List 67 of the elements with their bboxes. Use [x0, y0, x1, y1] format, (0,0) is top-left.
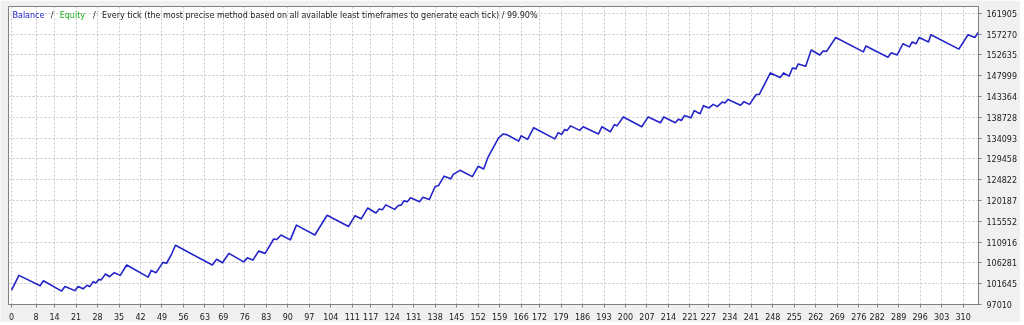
y-tick-label: 147999 — [986, 72, 1018, 82]
x-tick-label: 207 — [639, 312, 655, 322]
x-tick-label: 49 — [156, 312, 168, 322]
x-tick-label: 282 — [869, 312, 885, 322]
y-tick-label: 115552 — [986, 217, 1018, 227]
x-tick-label: 8 — [33, 312, 39, 322]
x-tick-label: 262 — [808, 312, 824, 322]
x-tick-label: 14 — [49, 312, 60, 322]
text: Every tick (the most precise method based on all available least timeframes to generate each tick) / 99.90% — [102, 10, 538, 20]
x-tick-label: 0 — [9, 312, 15, 322]
x-tick-label: 221 — [682, 312, 698, 322]
y-tick-label: 152635 — [986, 51, 1018, 61]
x-tick-label: 117 — [363, 312, 379, 322]
y-tick-label: 101645 — [986, 280, 1018, 290]
x-tick-label: 303 — [934, 312, 950, 322]
x-tick-label: 124 — [384, 312, 400, 322]
x-tick-label: 111 — [344, 312, 360, 322]
x-tick-label: 152 — [470, 312, 486, 322]
x-tick-label: 131 — [406, 312, 422, 322]
x-tick-label: 138 — [427, 312, 443, 322]
y-tick-label: 120187 — [986, 196, 1018, 206]
x-tick-label: 214 — [660, 312, 677, 322]
x-tick-label: 90 — [282, 312, 293, 322]
x-tick-label: 159 — [492, 312, 508, 322]
line-series — [10, 31, 979, 292]
x-tick-label: 35 — [113, 312, 125, 322]
x-tick-label: 21 — [70, 312, 82, 322]
x-tick-label: 289 — [891, 312, 907, 322]
x-tick-label: 69 — [218, 312, 229, 322]
x-tick-label: 200 — [617, 312, 634, 322]
x-tick-label: 76 — [239, 312, 250, 322]
y-tick-label: 124822 — [986, 176, 1018, 186]
x-tick-label: 63 — [199, 312, 211, 322]
legend-label: Equity — [59, 10, 86, 20]
x-tick-label: 28 — [92, 312, 103, 322]
y-tick-label: 134093 — [986, 134, 1018, 144]
x-tick-label: 56 — [178, 312, 189, 322]
y-tick-label: 110916 — [986, 238, 1018, 248]
x-tick-label: 104 — [323, 312, 339, 322]
y-tick-label: 143364 — [986, 92, 1018, 102]
x-tick-label: 145 — [449, 312, 465, 322]
x-tick-label: 310 — [955, 312, 971, 322]
y-tick-label: 161905 — [986, 9, 1018, 19]
y-tick-label: 106281 — [986, 259, 1018, 269]
text: Balance — [12, 10, 45, 20]
x-tick-label: 227 — [700, 312, 717, 322]
y-tick-label: 157270 — [986, 30, 1018, 40]
x-tick-label: 241 — [743, 312, 759, 322]
x-tick-label: 179 — [553, 312, 569, 322]
x-tick-label: 269 — [829, 312, 845, 322]
annotation: / — [50, 10, 54, 20]
x-tick-label: 276 — [851, 312, 867, 322]
y-tick-label: 97010 — [986, 301, 1012, 310]
x-tick-label: 193 — [596, 312, 612, 322]
x-tick-label: 83 — [261, 312, 272, 322]
y-tick-label: 129458 — [986, 155, 1018, 165]
x-tick-label: 97 — [304, 312, 315, 322]
x-tick-label: 248 — [765, 312, 781, 322]
x-tick-label: 166 — [513, 312, 529, 322]
x-tick-label: 42 — [135, 312, 146, 322]
annotation: / — [93, 10, 97, 20]
x-tick-label: 186 — [574, 312, 591, 322]
x-tick-label: 296 — [912, 312, 928, 322]
y-tick-label: 138728 — [986, 113, 1018, 123]
x-tick-label: 234 — [722, 312, 738, 322]
x-tick-label: 172 — [531, 312, 548, 322]
x-tick-label: 255 — [786, 312, 802, 322]
